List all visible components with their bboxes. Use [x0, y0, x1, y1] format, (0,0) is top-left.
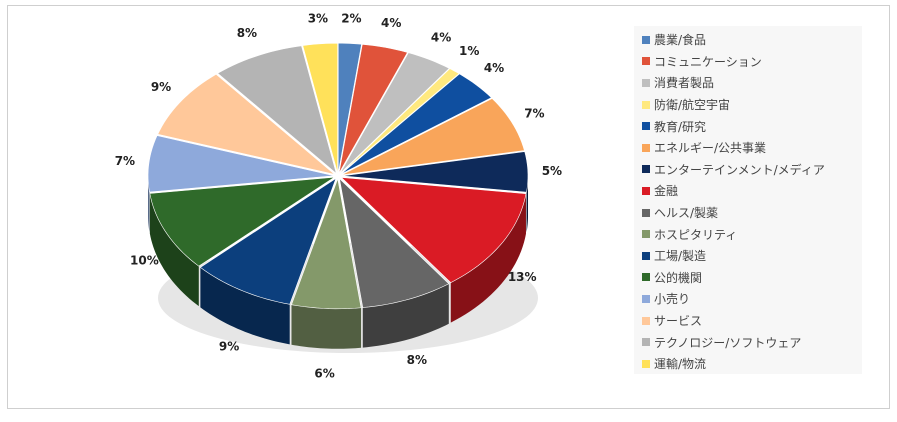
legend-swatch [642, 208, 650, 217]
pie-label-12: 7% [115, 154, 135, 168]
pie-label-0: 2% [341, 11, 361, 25]
legend-swatch [642, 294, 650, 303]
legend-swatch [642, 338, 650, 347]
legend-label: ヘルス/製薬 [654, 206, 719, 221]
legend-swatch [642, 100, 650, 109]
pie-label-9: 6% [314, 367, 334, 381]
pie-label-1: 4% [381, 16, 401, 30]
pie-slice-12 [147, 135, 335, 193]
legend-item: 農業/食品 [642, 29, 862, 51]
pie-side-12 [148, 175, 150, 233]
legend-label: 運輸/物流 [654, 357, 707, 372]
legend-item: サービス [642, 310, 862, 332]
pie-side-6 [526, 175, 528, 233]
pie-side-8 [362, 283, 449, 348]
pie-labels: 2% 4% 4% 1% 4% 7% 5% 13% 8% 6% 9% 10% 7% 9% 8% 3% [115, 11, 562, 380]
pie-label-4: 4% [484, 61, 504, 75]
pie-slice-13 [157, 73, 335, 175]
legend-swatch [642, 78, 650, 87]
legend-swatch [642, 165, 650, 174]
legend-label: サービス [654, 314, 703, 329]
legend-swatch [642, 230, 650, 239]
legend-swatch [642, 273, 650, 282]
pie-slice-15 [302, 42, 338, 174]
pie-side-10 [200, 267, 290, 345]
pie-label-6: 5% [542, 164, 562, 178]
legend-item: コミュニケーション [642, 51, 862, 73]
pie-slice-6 [341, 151, 529, 193]
legend-item: 運輸/物流 [642, 353, 862, 375]
legend-label: 農業/食品 [654, 33, 707, 48]
pie-label-2: 4% [431, 31, 451, 45]
legend-item: 防衛/航空宇宙 [642, 94, 862, 116]
legend-item: エネルギー/公共事業 [642, 137, 862, 159]
legend-label: 小売り [654, 292, 691, 307]
legend-label: 金融 [654, 184, 679, 199]
pie-slice-10 [199, 177, 337, 305]
legend-label: 公的機関 [654, 270, 703, 285]
legend-swatch [642, 143, 650, 152]
pie-label-14: 8% [237, 26, 257, 40]
legend-label: テクノロジー/ソフトウェア [654, 335, 802, 350]
legend-item: 小売り [642, 288, 862, 310]
pie-slice-2 [339, 52, 450, 174]
legend-item: 工場/製造 [642, 245, 862, 267]
legend-label: ホスピタリティ [654, 227, 738, 242]
legend-swatch [642, 359, 650, 368]
pie-side-9 [291, 304, 362, 349]
pie-side-7 [450, 193, 526, 323]
legend-item: 消費者製品 [642, 72, 862, 94]
legend-label: 工場/製造 [654, 249, 707, 264]
legend-item: テクノロジー/ソフトウェア [642, 331, 862, 353]
pie-label-3: 1% [459, 44, 479, 58]
legend-label: コミュニケーション [654, 54, 762, 69]
legend-item: ホスピタリティ [642, 223, 862, 245]
legend-label: 防衛/航空宇宙 [654, 98, 731, 113]
legend-item: エンターテインメント/メディア [642, 159, 862, 181]
legend-item: 教育/研究 [642, 115, 862, 137]
legend-item: ヘルス/製薬 [642, 202, 862, 224]
pie-label-7: 13% [508, 270, 537, 284]
pie-slice-0 [337, 42, 362, 174]
pie-slice-7 [340, 177, 527, 283]
pie-slice-5 [341, 98, 525, 176]
pie-label-5: 7% [524, 106, 544, 120]
pie-slice-8 [339, 177, 450, 308]
legend-label: エンターテインメント/メディア [654, 162, 825, 177]
pie-label-10: 9% [219, 339, 239, 353]
pie-label-13: 9% [151, 80, 171, 94]
legend: 農業/食品コミュニケーション 消費者製品防衛/航空宇宙 教育/研究エネルギー/公共事… [634, 26, 862, 374]
pie-side-11 [149, 193, 199, 307]
pie-tops [147, 42, 529, 310]
pie-slice-9 [291, 177, 362, 310]
legend-swatch [642, 251, 650, 260]
pie-slice-11 [149, 176, 335, 267]
legend-swatch [642, 35, 650, 44]
legend-swatch [642, 316, 650, 325]
legend-item: 公的機関 [642, 267, 862, 289]
pie-slice-3 [340, 68, 460, 175]
legend-label: 教育/研究 [654, 119, 707, 134]
legend-swatch [642, 57, 650, 66]
pie-slice-14 [217, 45, 337, 175]
pie-label-15: 3% [308, 12, 328, 26]
legend-swatch [642, 122, 650, 131]
legend-item: 金融 [642, 180, 862, 202]
legend-swatch [642, 186, 650, 195]
pie-label-8: 8% [407, 353, 427, 367]
legend-label: 消費者製品 [654, 76, 715, 91]
legend-label: エネルギー/公共事業 [654, 141, 767, 156]
pie-slice-1 [338, 43, 408, 174]
pie-sides [148, 175, 528, 349]
pie-slice-4 [340, 73, 492, 175]
pie-label-11: 10% [130, 253, 159, 267]
